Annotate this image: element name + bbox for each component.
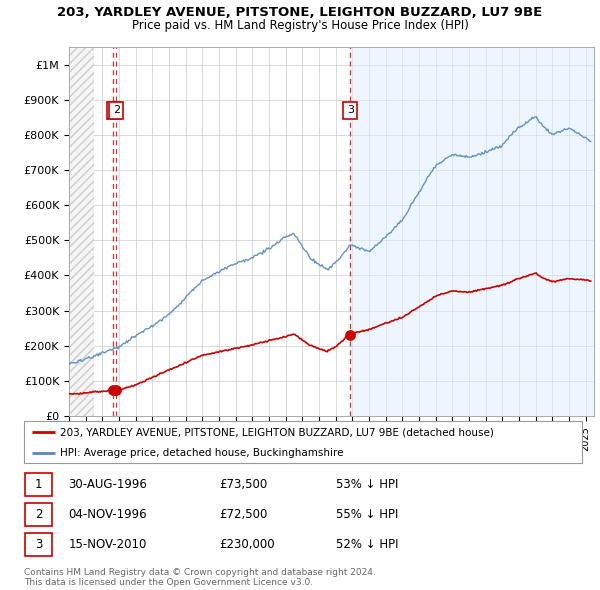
Text: 53% ↓ HPI: 53% ↓ HPI — [337, 478, 399, 491]
Text: 30-AUG-1996: 30-AUG-1996 — [68, 478, 148, 491]
Text: 15-NOV-2010: 15-NOV-2010 — [68, 538, 147, 551]
FancyBboxPatch shape — [25, 473, 52, 496]
Text: Price paid vs. HM Land Registry's House Price Index (HPI): Price paid vs. HM Land Registry's House … — [131, 19, 469, 32]
Text: 1: 1 — [35, 478, 42, 491]
Text: 2: 2 — [113, 106, 120, 116]
Text: 1: 1 — [110, 106, 117, 116]
Text: Contains HM Land Registry data © Crown copyright and database right 2024.
This d: Contains HM Land Registry data © Crown c… — [24, 568, 376, 587]
Text: £72,500: £72,500 — [220, 508, 268, 521]
Text: 203, YARDLEY AVENUE, PITSTONE, LEIGHTON BUZZARD, LU7 9BE: 203, YARDLEY AVENUE, PITSTONE, LEIGHTON … — [58, 6, 542, 19]
Point — [109, 385, 118, 395]
Text: 3: 3 — [35, 538, 42, 551]
Text: 55% ↓ HPI: 55% ↓ HPI — [337, 508, 399, 521]
Text: £73,500: £73,500 — [220, 478, 268, 491]
Text: £230,000: £230,000 — [220, 538, 275, 551]
Text: 52% ↓ HPI: 52% ↓ HPI — [337, 538, 399, 551]
Text: HPI: Average price, detached house, Buckinghamshire: HPI: Average price, detached house, Buck… — [60, 448, 344, 457]
Point — [112, 386, 121, 395]
Point — [346, 330, 355, 340]
Text: 203, YARDLEY AVENUE, PITSTONE, LEIGHTON BUZZARD, LU7 9BE (detached house): 203, YARDLEY AVENUE, PITSTONE, LEIGHTON … — [60, 427, 494, 437]
Text: 04-NOV-1996: 04-NOV-1996 — [68, 508, 147, 521]
FancyBboxPatch shape — [24, 421, 582, 463]
Text: 2: 2 — [35, 508, 42, 521]
FancyBboxPatch shape — [25, 503, 52, 526]
Text: 3: 3 — [347, 106, 354, 116]
FancyBboxPatch shape — [25, 533, 52, 556]
